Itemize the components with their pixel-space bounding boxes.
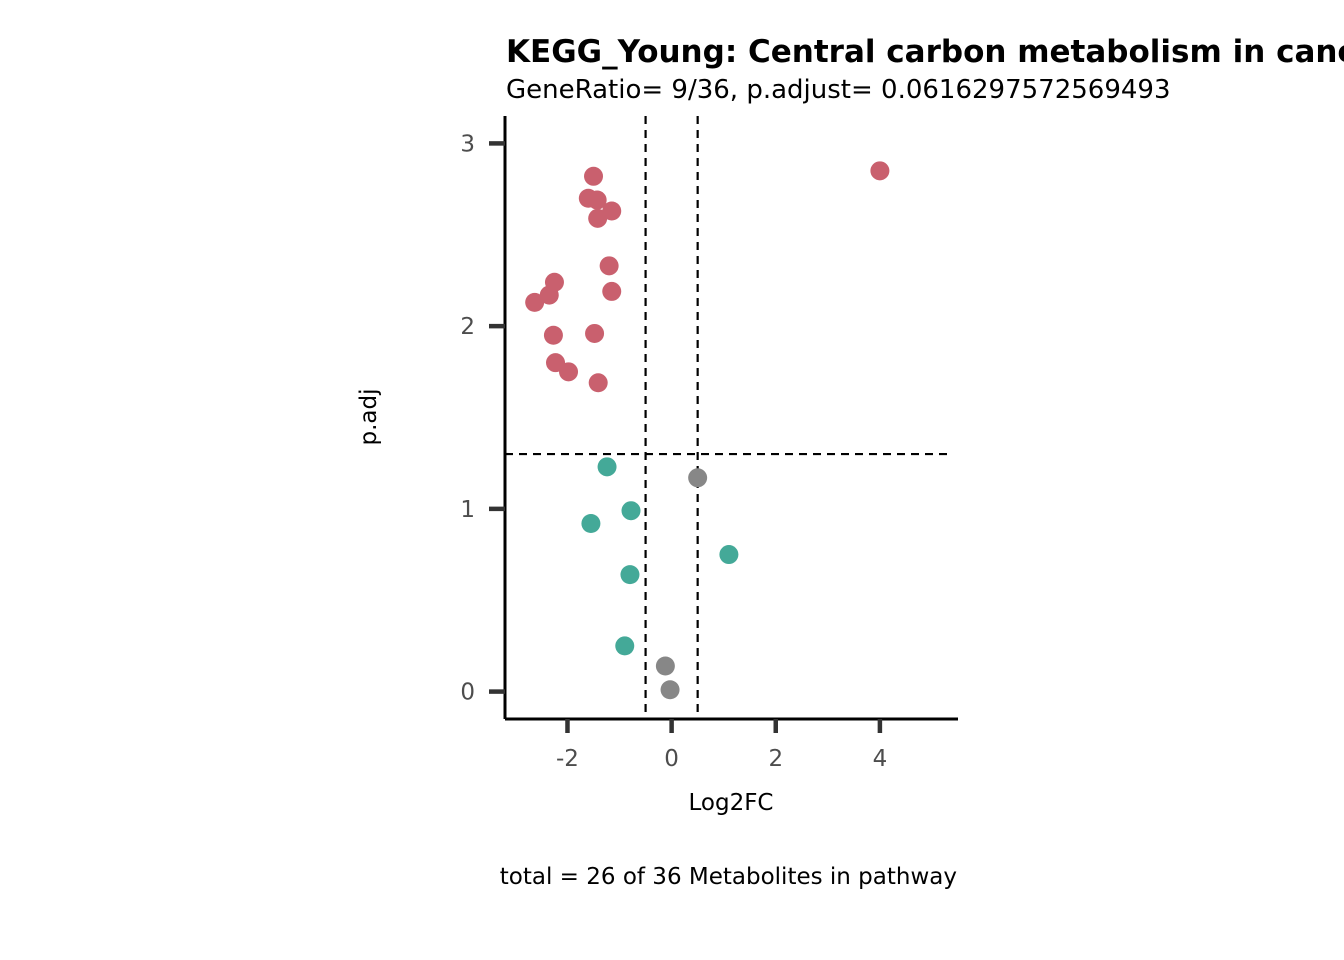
x-axis-label: Log2FC bbox=[688, 790, 773, 816]
point-unchanged-0 bbox=[688, 468, 708, 488]
y-tick-label-1: 1 bbox=[460, 497, 475, 523]
x-tick-label-2: 2 bbox=[768, 746, 783, 772]
chart-caption: total = 26 of 36 Metabolites in pathway bbox=[500, 864, 957, 890]
y-axis-ticks: 0 1 2 3 bbox=[460, 131, 505, 706]
point-significant-14 bbox=[559, 362, 579, 382]
point-significant-12 bbox=[585, 323, 605, 343]
reference-lines bbox=[505, 116, 950, 719]
point-unchanged-1 bbox=[655, 656, 675, 676]
point-nonsignificant_changed-4 bbox=[620, 565, 640, 585]
point-significant-9 bbox=[539, 285, 559, 305]
x-tick-label-0: -2 bbox=[556, 746, 579, 772]
point-significant-0 bbox=[584, 166, 604, 186]
y-tick-label-2: 2 bbox=[460, 314, 475, 340]
point-nonsignificant_changed-1 bbox=[621, 501, 641, 521]
x-tick-label-1: 0 bbox=[664, 746, 679, 772]
point-significant-15 bbox=[588, 373, 608, 393]
chart-subtitle: GeneRatio= 9/36, p.adjust= 0.06162975725… bbox=[506, 75, 1171, 105]
point-significant-3 bbox=[587, 190, 607, 210]
x-tick-label-3: 4 bbox=[873, 746, 888, 772]
x-axis-ticks: -2 0 2 4 bbox=[556, 719, 887, 772]
point-significant-4 bbox=[602, 201, 622, 221]
y-axis-label: p.adj bbox=[356, 389, 382, 446]
point-significant-5 bbox=[588, 208, 608, 228]
point-nonsignificant_changed-2 bbox=[581, 513, 601, 533]
chart-title: KEGG_Young: Central carbon metabolism in… bbox=[506, 34, 1344, 70]
point-nonsignificant_changed-3 bbox=[719, 545, 739, 565]
point-significant-10 bbox=[525, 292, 545, 312]
point-nonsignificant_changed-0 bbox=[597, 457, 617, 477]
point-significant-11 bbox=[543, 325, 563, 345]
point-nonsignificant_changed-5 bbox=[615, 636, 635, 656]
point-significant-6 bbox=[599, 256, 619, 276]
y-tick-label-0: 0 bbox=[460, 680, 475, 706]
data-points bbox=[525, 161, 890, 700]
y-tick-label-3: 3 bbox=[460, 131, 475, 157]
point-significant-1 bbox=[870, 161, 890, 181]
point-significant-7 bbox=[602, 281, 622, 301]
point-unchanged-2 bbox=[660, 680, 680, 700]
